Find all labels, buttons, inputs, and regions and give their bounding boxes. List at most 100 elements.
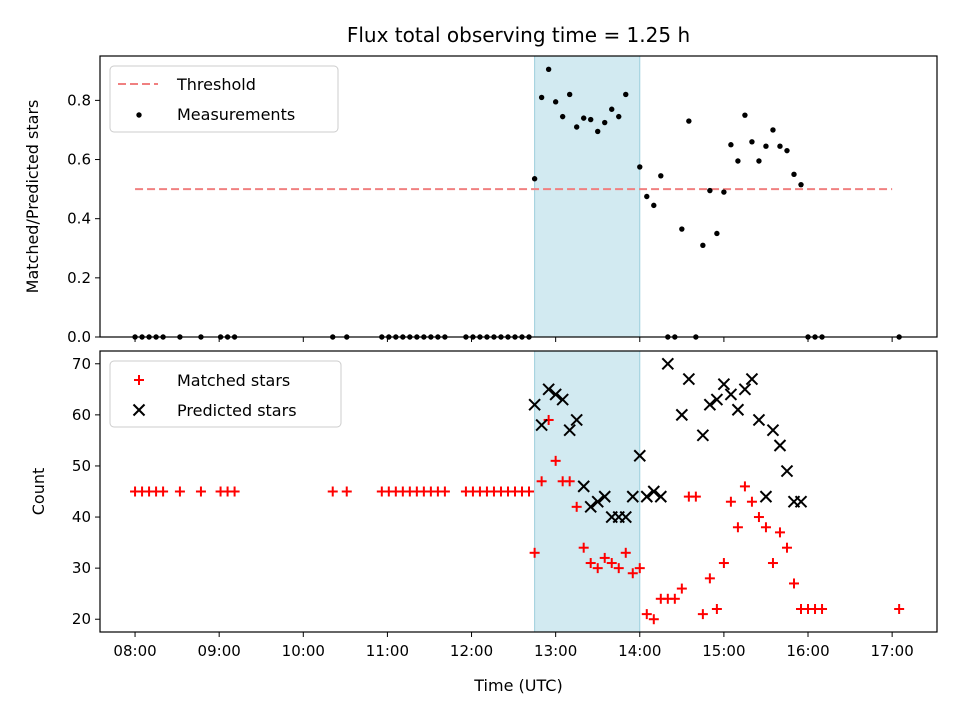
bottom-ytick-label: 40: [72, 508, 91, 526]
matched-star-point: [620, 547, 631, 558]
bottom-panel: 20 30 40 50 60 70 08:00 09:00 10:00 11:00 12:00 13…: [29, 350, 938, 695]
predicted-star-point: [780, 464, 794, 478]
legend-measurements-label: Measurements: [177, 105, 295, 124]
measurement-point: [609, 106, 615, 112]
matched-star-point: [753, 512, 764, 523]
top-x-ticks: [134, 337, 893, 342]
predicted-star-point: [647, 485, 661, 498]
bottom-legend-box: [109, 360, 342, 428]
measurement-point: [707, 187, 713, 194]
predicted-star-point: [766, 423, 780, 437]
matched-star-point: [746, 496, 757, 507]
predicted-star-point: [794, 495, 808, 508]
matched-star-point: [599, 552, 610, 563]
matched-star-point: [676, 583, 687, 594]
bottom-axes-frame: [99, 350, 938, 633]
legend-matched-label: Matched stars: [177, 371, 290, 390]
matched-star-point: [739, 481, 750, 492]
measurement-point: [538, 94, 545, 101]
bottom-shaded-region: [534, 350, 641, 633]
matched-star-point: [158, 486, 169, 497]
predicted-star-point: [710, 393, 724, 406]
top-y-ticks: 0.0 0.2 0.4 0.6 0.8: [67, 91, 100, 346]
measurement-point: [756, 158, 762, 164]
top-ytick-label: 0.8: [67, 91, 91, 109]
bottom-y-ticks: 20 30 40 50 60 70: [72, 355, 100, 628]
x-axis-label: Time (UTC): [473, 676, 562, 695]
predicted-star-point: [542, 383, 555, 396]
matched-star-point: [634, 563, 645, 574]
predicted-star-point: [731, 403, 745, 416]
matched-star-point: [195, 486, 206, 497]
legend-predicted-symbol: [132, 403, 146, 417]
top-axes-frame: [99, 55, 938, 338]
measurement-point: [595, 128, 601, 135]
top-legend: Threshold Measurements: [109, 65, 339, 133]
measurement-point: [637, 164, 643, 170]
matched-star-point: [774, 527, 785, 538]
predicted-star-point: [549, 388, 562, 401]
matched-star-point: [174, 486, 185, 497]
matched-star-point: [817, 604, 828, 615]
predicted-star-point: [563, 423, 576, 437]
matched-star-point: [704, 573, 715, 584]
measurement-point: [552, 99, 559, 105]
matched-star-point: [788, 578, 799, 589]
measurement-point: [651, 202, 657, 209]
matched-star-point: [648, 614, 659, 625]
predicted-star-point: [759, 490, 773, 503]
legend-measurements-symbol: [136, 112, 142, 118]
bottom-y-axis-label: Count: [29, 468, 48, 516]
chart-title: Flux total observing time = 1.25 h: [347, 23, 690, 47]
xtick-label: 14:00: [618, 642, 661, 660]
predicted-star-point: [591, 495, 604, 508]
bottom-ytick-label: 30: [72, 559, 91, 577]
top-ytick-label: 0.0: [67, 328, 91, 346]
xtick-label: 09:00: [198, 642, 241, 660]
xtick-label: 12:00: [450, 642, 493, 660]
matched-star-point: [627, 568, 638, 579]
predicted-star-point: [682, 372, 696, 386]
top-ytick-label: 0.4: [67, 210, 91, 228]
predicted-star-point: [626, 490, 639, 503]
measurement-point: [531, 176, 538, 182]
measurement-point: [742, 112, 748, 118]
xtick-label: 08:00: [113, 642, 156, 660]
top-shaded-region: [534, 55, 641, 338]
predicted-star-point: [703, 398, 717, 411]
measurement-point: [791, 171, 797, 178]
measurement-point: [770, 127, 776, 133]
matched-star-point: [524, 486, 535, 497]
measurement-point: [798, 181, 804, 188]
measurement-point: [616, 113, 622, 120]
measurement-point: [700, 242, 706, 249]
measurement-point: [784, 147, 790, 154]
matched-star-point: [564, 476, 575, 487]
measurement-point: [545, 66, 552, 73]
matched-star-point: [613, 563, 624, 574]
bottom-x-ticks: 08:00 09:00 10:00 11:00 12:00 13:00 14:00 15:00…: [113, 632, 914, 660]
measurement-point: [728, 142, 734, 148]
xtick-label: 16:00: [786, 642, 829, 660]
measurement-point: [588, 116, 594, 123]
measurement-point: [777, 143, 783, 149]
predicted-star-point: [773, 439, 787, 452]
matched-star-point: [697, 609, 708, 620]
predicted-star-point: [752, 413, 766, 427]
bottom-legend: Matched stars Predicted stars: [109, 360, 342, 428]
matched-star-point: [341, 486, 352, 497]
predicted-star-point: [745, 372, 759, 386]
measurement-point: [721, 189, 727, 195]
matched-star-point: [690, 491, 701, 502]
matched-star-point: [529, 547, 540, 558]
matched-star-point: [585, 558, 596, 569]
measurement-point: [686, 118, 692, 124]
measurement-point: [573, 124, 580, 130]
predicted-star-point: [556, 393, 569, 406]
matched-star-point: [732, 522, 743, 533]
matched-star-point: [606, 558, 617, 569]
matched-star-point: [571, 501, 582, 512]
predicted-star-point: [738, 383, 752, 396]
legend-predicted-marker: [132, 403, 146, 417]
